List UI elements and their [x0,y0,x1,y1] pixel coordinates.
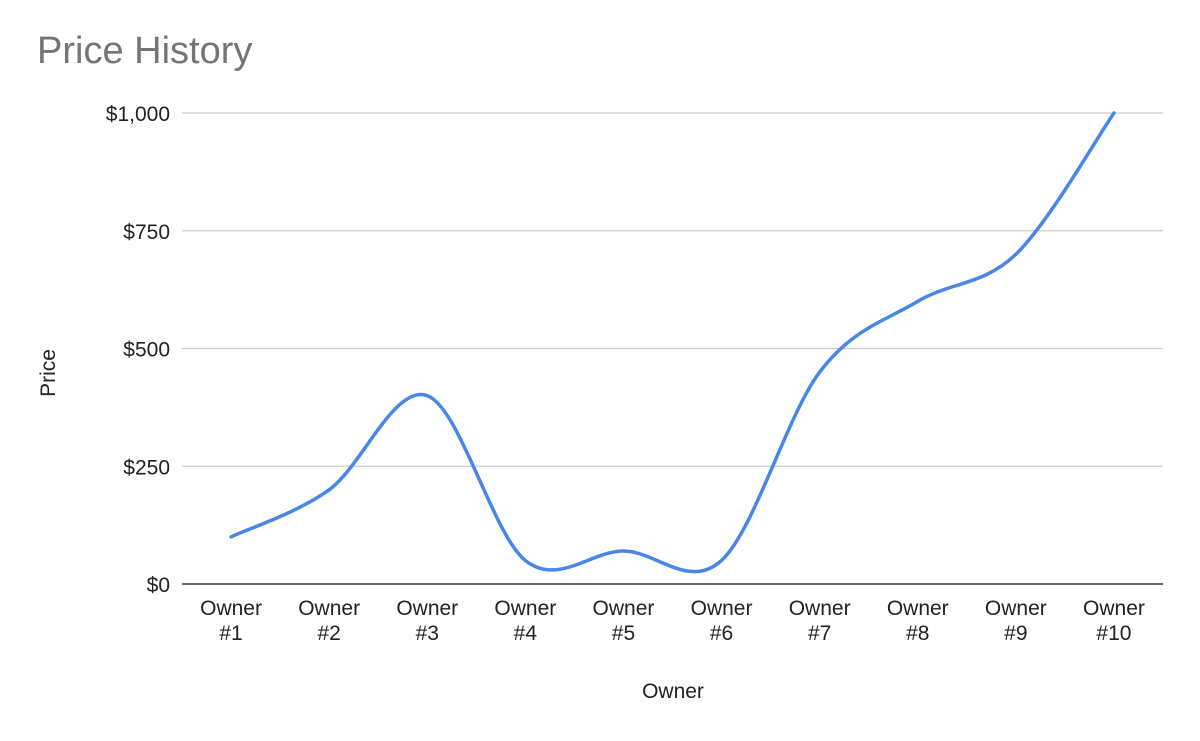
gridlines [182,112,1163,467]
y-tick-label: $1,000 [106,103,170,126]
chart-title: Price History [37,30,253,72]
y-tick-label: $750 [123,221,170,244]
x-tick-label: Owner #8 [887,597,949,645]
x-tick-label: Owner #10 [1083,597,1145,645]
x-tick-label: Owner #2 [298,597,360,645]
y-tick-label: $0 [147,574,170,597]
series-line [229,111,1116,574]
y-tick-label: $500 [123,339,170,362]
x-tick-label: Owner #9 [985,597,1047,645]
x-axis-title: Owner [642,680,704,703]
series-layer [229,111,1116,574]
x-tick-label: Owner #7 [789,597,851,645]
x-tick-label: Owner #5 [593,597,655,645]
x-axis-ticks: Owner #1 Owner #2 Owner #3 Owner #4 Owner #5 Owner… [200,597,1145,645]
x-tick-label: Owner #6 [691,597,753,645]
y-axis-ticks: $0 $250 $500 $750 $1,000 [106,103,170,597]
x-tick-label: Owner #4 [494,597,556,645]
y-tick-label: $250 [123,456,170,479]
x-tick-label: Owner #3 [396,597,458,645]
y-axis-title: Price [37,349,60,397]
x-tick-label: Owner #1 [200,597,262,645]
